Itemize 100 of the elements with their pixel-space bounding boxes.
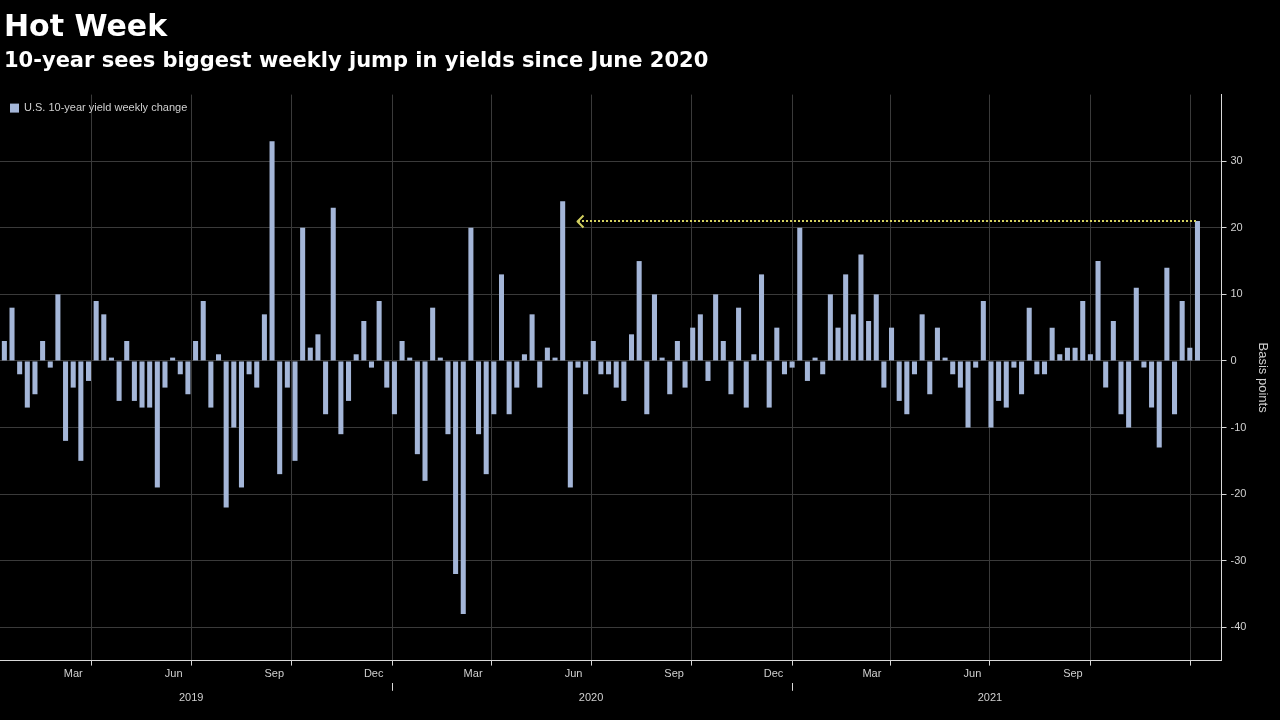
x2-tick-label: 2020	[578, 691, 604, 704]
bar	[32, 361, 38, 395]
bar	[521, 354, 527, 361]
x-tick-label: Dec	[763, 667, 784, 680]
bar	[85, 361, 92, 381]
bar	[460, 361, 466, 614]
bar	[827, 294, 833, 361]
bar	[820, 361, 826, 375]
bar	[116, 361, 122, 401]
bar	[1103, 361, 1109, 388]
bar	[1187, 347, 1193, 361]
bar	[414, 361, 420, 455]
bar	[483, 361, 489, 475]
bar	[736, 307, 742, 361]
bar	[713, 294, 719, 361]
x-tick-label: Sep	[664, 667, 684, 680]
bar	[904, 361, 910, 415]
bar	[300, 227, 306, 361]
x-tick-label: Dec	[363, 667, 384, 680]
bar	[728, 361, 734, 395]
bar	[583, 361, 589, 395]
y-axis-title: Basis points	[1255, 342, 1271, 414]
bar	[47, 361, 53, 368]
bar	[682, 361, 688, 388]
bar	[193, 340, 199, 361]
bar	[1026, 307, 1032, 361]
bar	[391, 361, 397, 415]
bar	[55, 294, 61, 361]
bar	[78, 361, 84, 461]
bar	[506, 361, 512, 415]
x2-tick-label: 2021	[977, 691, 1003, 704]
bar	[789, 361, 795, 368]
bar	[843, 274, 849, 361]
bar	[1126, 361, 1132, 428]
bar	[63, 361, 69, 441]
x-tick-label: Mar	[463, 667, 483, 680]
bar	[215, 354, 222, 361]
bar	[1149, 361, 1155, 408]
bar	[514, 361, 520, 388]
bar	[781, 361, 787, 375]
bar	[850, 314, 856, 361]
bar	[445, 361, 451, 435]
bar	[1011, 361, 1017, 368]
bar	[185, 361, 191, 395]
bar	[720, 340, 726, 361]
bar	[1164, 267, 1170, 361]
bar	[131, 361, 137, 401]
bar	[101, 314, 107, 361]
bar	[277, 361, 283, 475]
bar	[613, 361, 619, 388]
bar	[498, 274, 505, 361]
y-tick-label: -10	[1230, 420, 1247, 433]
bar	[238, 361, 244, 488]
bar	[575, 361, 581, 368]
bar	[598, 361, 604, 375]
bar	[1049, 327, 1055, 361]
bar	[1133, 287, 1139, 361]
y-tick-label: 0	[1230, 353, 1237, 366]
bar	[315, 334, 321, 361]
bar	[162, 361, 168, 388]
bar	[177, 361, 183, 375]
x-tick-label: Jun	[963, 667, 982, 680]
x-tick-label: Sep	[264, 667, 285, 680]
x-tick-label: Sep	[1063, 667, 1083, 680]
bar	[399, 340, 405, 361]
x-tick-label: Jun	[564, 667, 583, 680]
bar	[881, 361, 887, 388]
bar	[422, 361, 428, 481]
y-tick-label: -30	[1230, 553, 1247, 566]
bar	[1172, 361, 1178, 415]
bar	[330, 207, 336, 361]
bar	[1141, 361, 1147, 368]
legend-label: U.S. 10-year yield weekly change	[24, 101, 188, 114]
bar	[766, 361, 772, 408]
bar	[1080, 301, 1086, 361]
bar	[873, 294, 879, 361]
bar	[636, 261, 642, 361]
bar	[759, 274, 765, 361]
bar	[124, 340, 130, 361]
bar	[40, 340, 46, 361]
bar	[1095, 261, 1101, 361]
bar	[973, 361, 979, 368]
bar	[368, 361, 374, 368]
bar	[353, 354, 359, 361]
bar	[223, 361, 229, 508]
bar	[1019, 361, 1025, 395]
y-tick-label: -40	[1230, 620, 1247, 633]
bar	[468, 227, 474, 361]
bar	[269, 141, 275, 361]
bar	[476, 361, 482, 435]
x2-tick-label: 2019	[178, 691, 204, 704]
bar	[529, 314, 535, 361]
bar	[957, 361, 963, 388]
bar	[292, 361, 298, 461]
bar	[774, 327, 780, 361]
bar	[1, 340, 7, 361]
y-tick-label: 10	[1230, 287, 1243, 300]
y-tick-label: 30	[1230, 154, 1243, 167]
bar	[17, 361, 23, 375]
bar	[139, 361, 145, 408]
